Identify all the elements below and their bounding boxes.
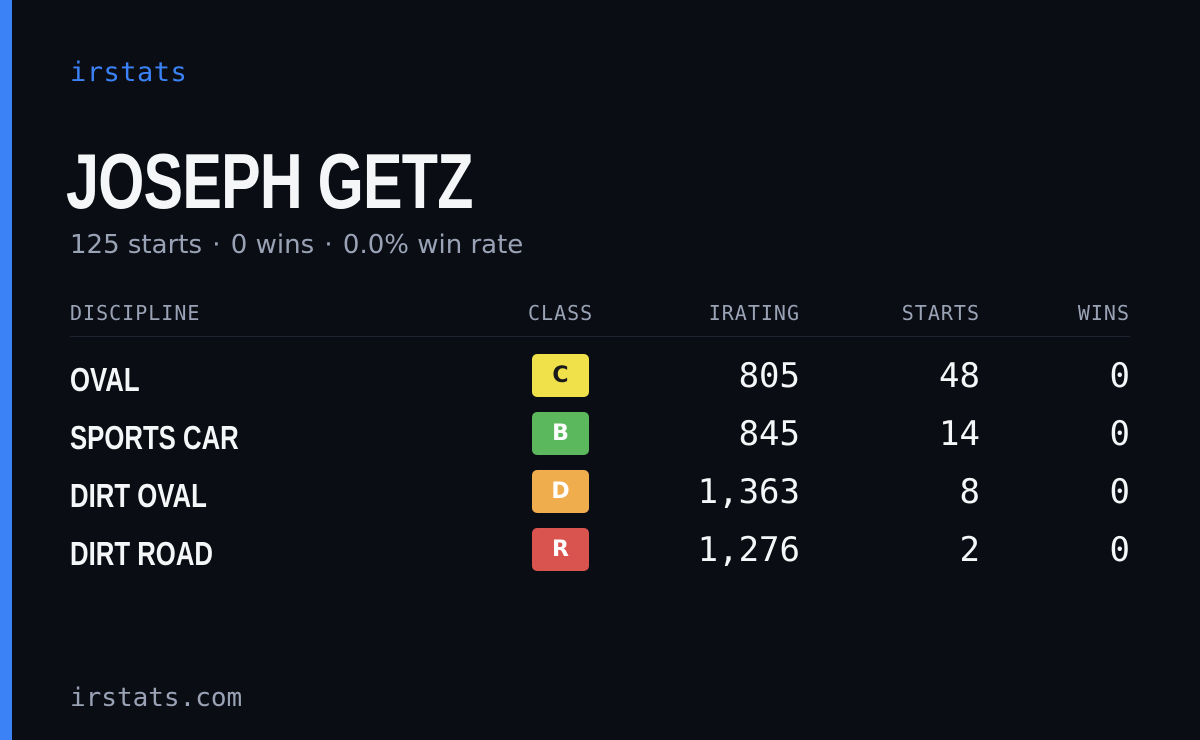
stats-table-header: DISCIPLINE CLASS IRATING STARTS WINS xyxy=(70,300,1130,337)
table-row: OVAL C 805 48 0 xyxy=(70,354,1130,402)
table-row: DIRT ROAD R 1,276 2 0 xyxy=(70,528,1130,576)
wins-value: 0 xyxy=(1109,356,1130,396)
column-header-wins: WINS xyxy=(1077,301,1130,325)
starts-value: 2 xyxy=(959,530,980,570)
irating-value: 1,276 xyxy=(697,530,800,570)
brand-logo: irstats xyxy=(70,57,188,88)
wins-count: 0 wins xyxy=(230,230,315,260)
column-header-discipline: DISCIPLINE xyxy=(70,301,201,325)
class-badge: B xyxy=(532,412,589,455)
irating-value: 1,363 xyxy=(697,472,800,512)
discipline-name: DIRT ROAD xyxy=(70,535,213,572)
starts-value: 8 xyxy=(959,472,980,512)
wins-value: 0 xyxy=(1109,530,1130,570)
footer-url: irstats.com xyxy=(70,683,243,713)
discipline-name: SPORTS CAR xyxy=(70,419,239,456)
column-header-irating: IRATING xyxy=(708,301,800,325)
accent-bar xyxy=(0,0,12,740)
separator: · xyxy=(212,230,221,260)
win-rate: 0.0% win rate xyxy=(342,230,524,260)
column-header-starts: STARTS xyxy=(901,301,980,325)
table-row: DIRT OVAL D 1,363 8 0 xyxy=(70,470,1130,518)
starts-value: 14 xyxy=(939,414,980,454)
wins-value: 0 xyxy=(1109,472,1130,512)
wins-value: 0 xyxy=(1109,414,1130,454)
table-row: SPORTS CAR B 845 14 0 xyxy=(70,412,1130,460)
irating-value: 845 xyxy=(738,414,800,454)
starts-count: 125 starts xyxy=(70,230,202,260)
starts-value: 48 xyxy=(939,356,980,396)
player-summary: 125 starts · 0 wins · 0.0% win rate xyxy=(70,228,523,262)
player-name: JOSEPH GETZ xyxy=(66,137,473,225)
class-badge: D xyxy=(532,470,589,513)
discipline-name: OVAL xyxy=(70,361,140,398)
discipline-name: DIRT OVAL xyxy=(70,477,207,514)
separator: · xyxy=(324,230,333,260)
class-badge: C xyxy=(532,354,589,397)
class-badge: R xyxy=(532,528,589,571)
column-header-class: CLASS xyxy=(528,301,594,325)
irating-value: 805 xyxy=(738,356,800,396)
